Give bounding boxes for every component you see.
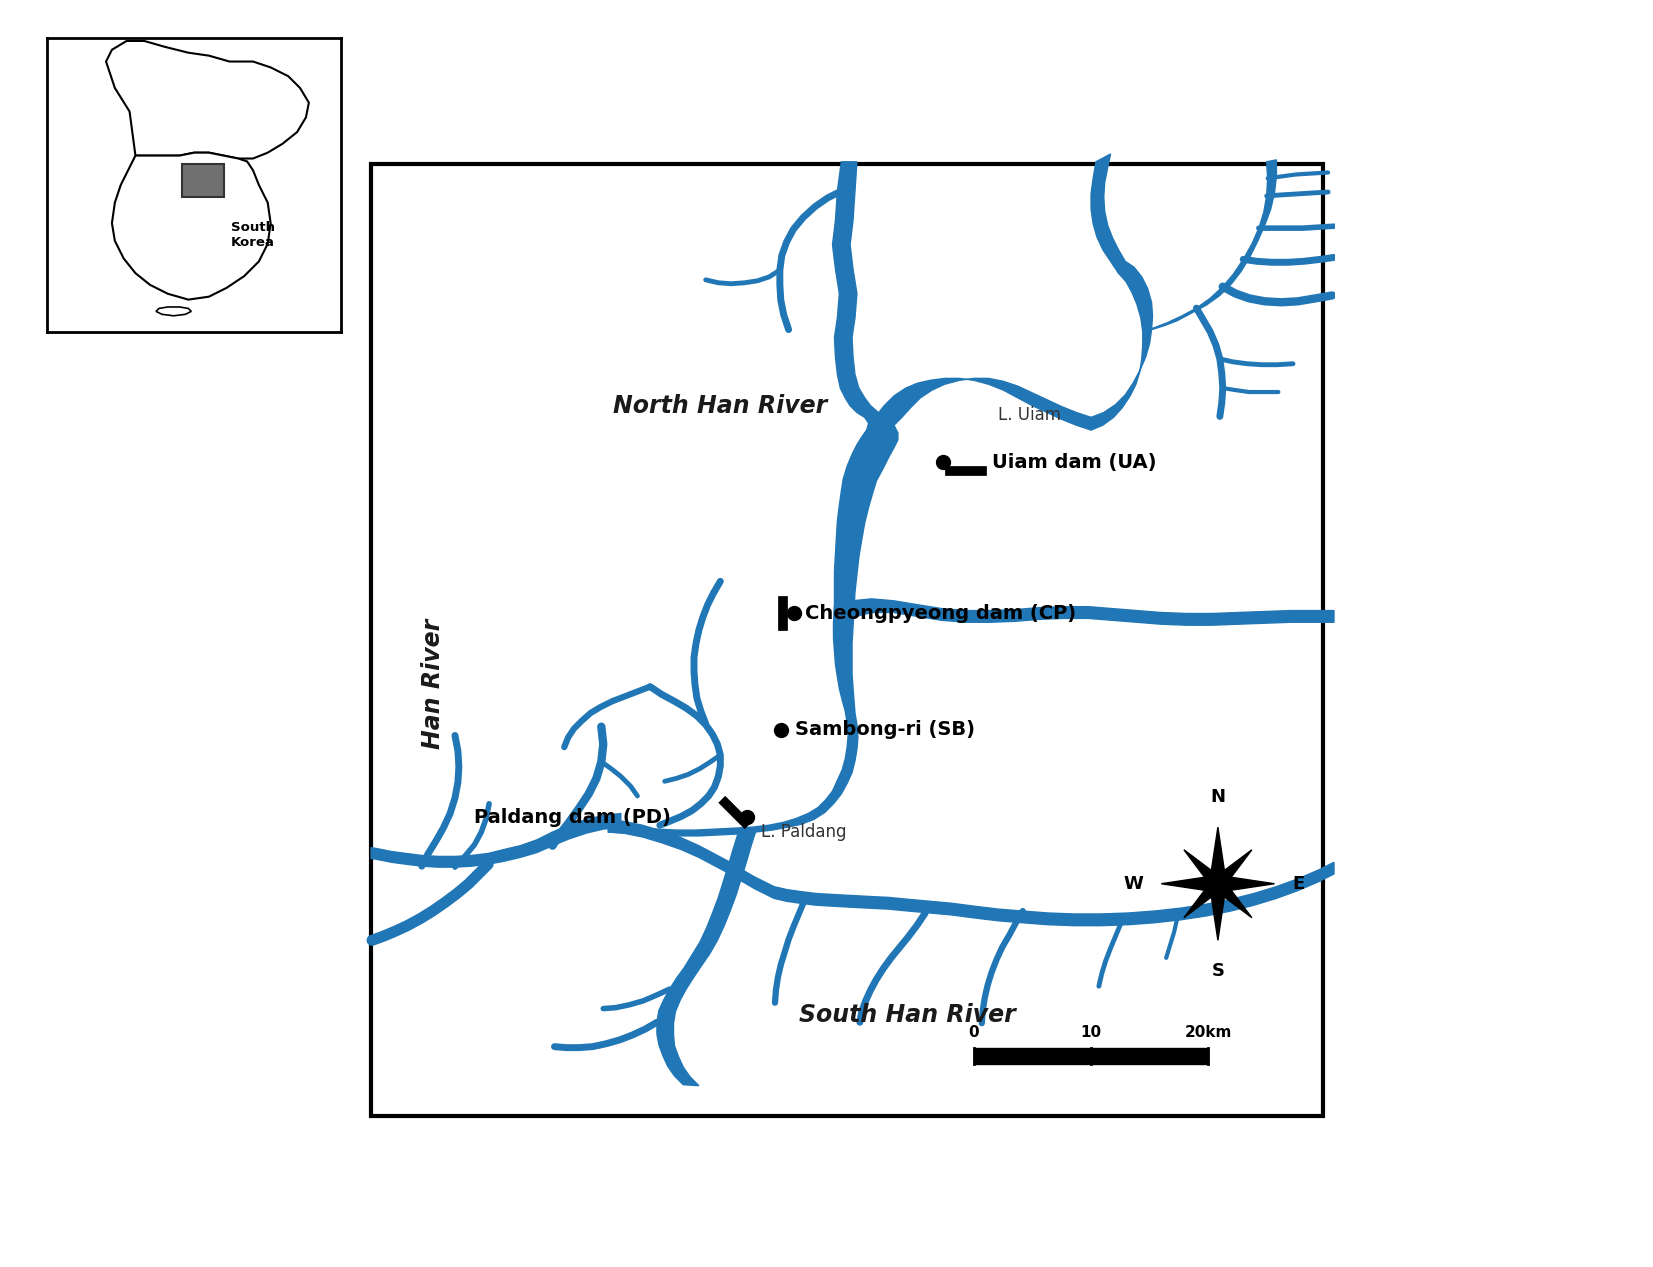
Text: Sambong-ri (SB): Sambong-ri (SB) — [795, 720, 975, 739]
Polygon shape — [1210, 827, 1227, 884]
Polygon shape — [608, 162, 898, 836]
Bar — [1091, 1048, 1208, 1064]
Text: W: W — [1124, 874, 1144, 893]
Bar — [182, 165, 223, 196]
Text: L. Paldang: L. Paldang — [762, 824, 846, 841]
Polygon shape — [1162, 875, 1218, 892]
Text: South Han River: South Han River — [800, 1003, 1017, 1028]
Text: S: S — [1212, 962, 1225, 979]
Text: 10: 10 — [1081, 1025, 1101, 1040]
Polygon shape — [835, 599, 1334, 625]
Polygon shape — [868, 379, 1091, 430]
Text: Han River: Han River — [420, 618, 445, 749]
Polygon shape — [1142, 160, 1276, 332]
Text: Paldang dam (PD): Paldang dam (PD) — [474, 808, 671, 827]
Text: E: E — [1293, 874, 1304, 893]
Polygon shape — [1213, 850, 1251, 888]
Text: South
Korea: South Korea — [231, 220, 274, 248]
Text: Cheongpyeong dam (CP): Cheongpyeong dam (CP) — [805, 604, 1076, 623]
Polygon shape — [112, 152, 271, 299]
Polygon shape — [1213, 879, 1251, 917]
Polygon shape — [1091, 155, 1126, 272]
Text: North Han River: North Han River — [613, 394, 828, 418]
Polygon shape — [155, 307, 192, 315]
Bar — [974, 1048, 1091, 1064]
Polygon shape — [106, 41, 309, 158]
Polygon shape — [1184, 850, 1223, 888]
Text: Uiam dam (UA): Uiam dam (UA) — [992, 452, 1155, 471]
Text: N: N — [1210, 788, 1225, 806]
Text: 0: 0 — [969, 1025, 979, 1040]
Polygon shape — [1184, 879, 1223, 917]
Text: L. Uiam: L. Uiam — [998, 407, 1061, 424]
Polygon shape — [656, 832, 755, 1086]
Polygon shape — [370, 813, 622, 867]
Polygon shape — [1091, 261, 1152, 430]
Polygon shape — [1210, 884, 1227, 940]
Polygon shape — [1218, 875, 1274, 892]
Polygon shape — [608, 820, 1334, 926]
Text: 20km: 20km — [1185, 1025, 1231, 1040]
